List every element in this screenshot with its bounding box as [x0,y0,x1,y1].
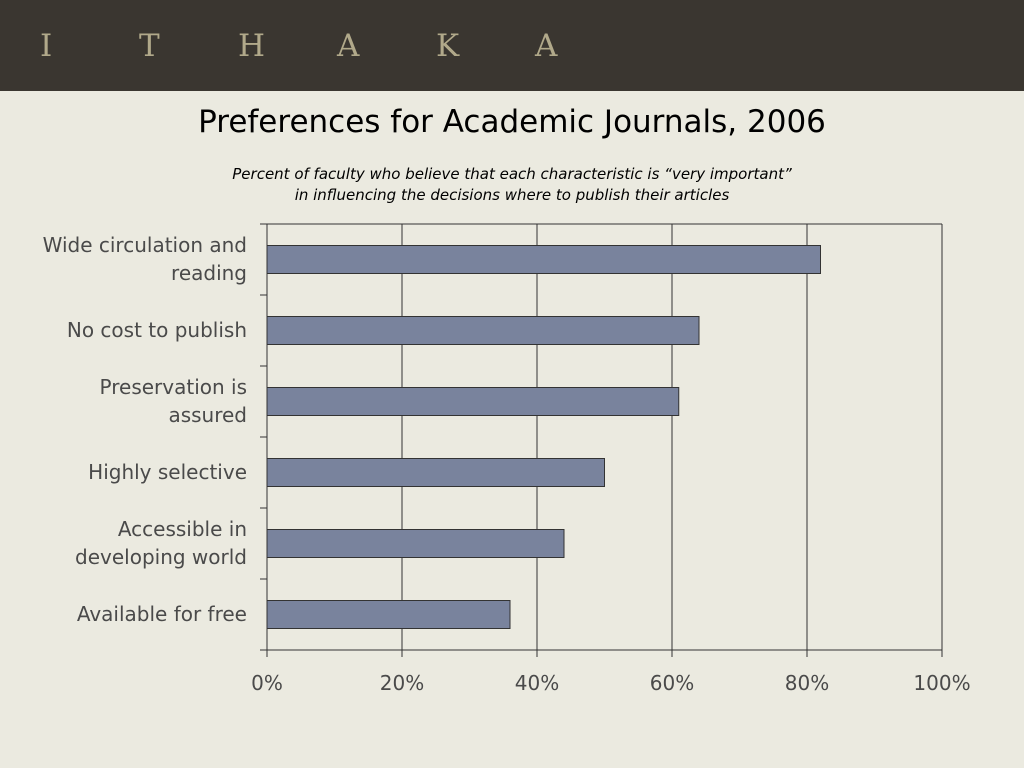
logo-letter: H [238,28,266,64]
category-label: No cost to publish [7,316,247,344]
category-label: Wide circulation and reading [7,231,247,287]
logo-letter: I [40,28,53,64]
category-label-line: Preservation is [99,374,247,399]
category-label-line: assured [168,402,247,427]
chart-subtitle-line-1: Percent of faculty who believe that each… [232,165,792,183]
bar-0 [266,245,821,274]
chart-title: Preferences for Academic Journals, 2006 [198,104,826,140]
bar-2 [266,387,680,416]
bar-4 [266,529,565,558]
x-tick-label: 0% [251,671,283,695]
bar-3 [266,458,605,487]
x-tick-label: 20% [379,671,425,695]
category-label: Accessible in developing world [7,515,247,571]
category-label-line: Wide circulation and [42,232,247,257]
category-label: Preservation is assured [7,373,247,429]
logo-letter: T [139,28,160,64]
x-tick-label: 100% [913,671,971,695]
x-tick-label: 40% [514,671,560,695]
category-label-line: Accessible in [117,516,247,541]
category-label-line: No cost to publish [66,317,247,342]
x-tick-label: 80% [784,671,830,695]
logo-letter: A [337,28,360,64]
bar-1 [266,316,700,345]
category-label-line: reading [171,260,247,285]
chart-subtitle-line-2: in influencing the decisions where to pu… [294,186,730,204]
category-label: Highly selective [7,458,247,486]
category-label: Available for free [7,600,247,628]
bar-5 [266,600,511,629]
category-label-line: Available for free [76,601,247,626]
category-label-line: Highly selective [88,459,247,484]
logo-letter: K [436,28,460,64]
chart-subtitle: Percent of faculty who believe that each… [0,164,1024,206]
logo-letter: A [535,28,558,64]
category-label-line: developing world [75,544,247,569]
x-tick-label: 60% [649,671,695,695]
